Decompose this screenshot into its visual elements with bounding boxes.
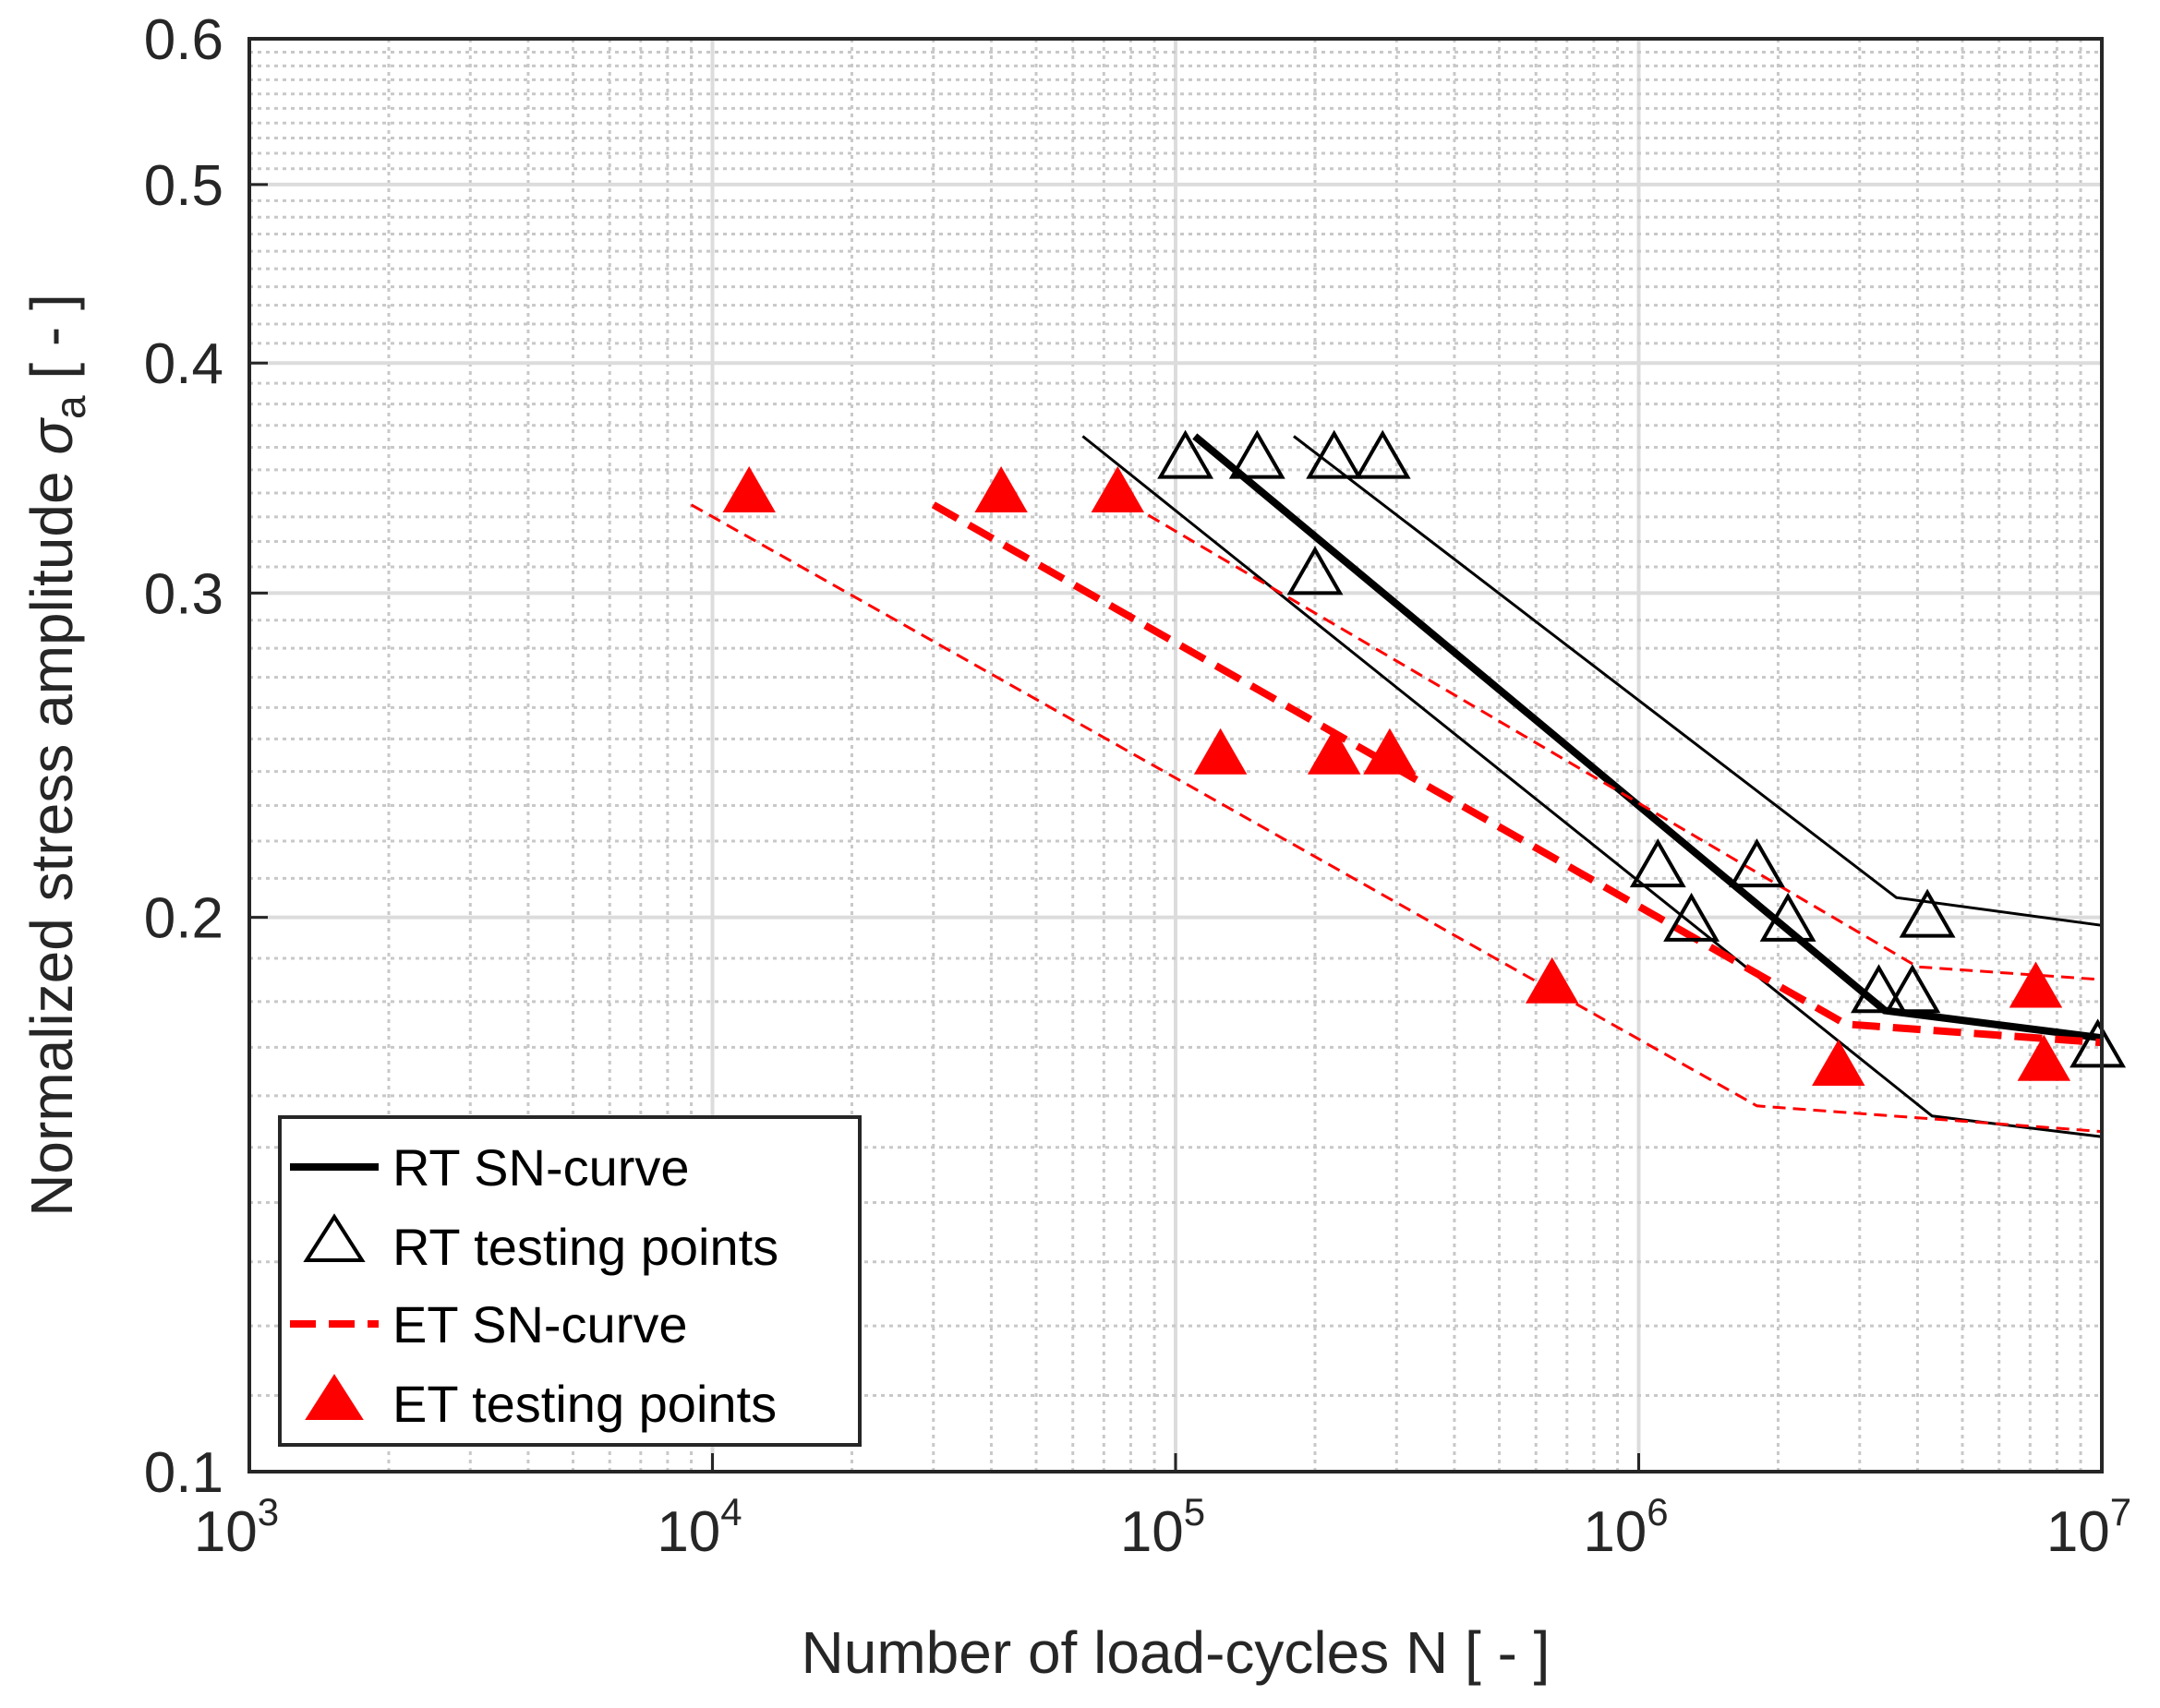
legend-rt-points-symbol xyxy=(303,1213,366,1262)
legend-box xyxy=(278,1115,862,1447)
rt-sn-curve-lower-band-line xyxy=(1081,435,2103,1138)
legend: RT SN-curve RT testing points ET SN-curv… xyxy=(278,1115,862,1447)
rt-testing-points-marker xyxy=(1354,429,1411,479)
legend-et-points-label: ET testing points xyxy=(392,1375,777,1433)
et-testing-points-marker xyxy=(1193,728,1248,775)
x-tick-labels: 103 104 105 106 107 xyxy=(194,1453,2131,1564)
y-axis-label: Normalized stress amplitude σa [ - ] xyxy=(18,294,94,1217)
rt-testing-points-marker xyxy=(1729,838,1785,888)
legend-et-points-symbol xyxy=(305,1374,364,1420)
rt-testing-points-marker xyxy=(2069,1018,2127,1068)
et-sn-curve-lower-band-line xyxy=(690,503,2103,1134)
rt-testing-points-marker xyxy=(1306,429,1363,479)
et-testing-points-marker xyxy=(2017,1034,2071,1081)
et-testing-points-marker xyxy=(974,465,1028,512)
x-tick-label: 103 xyxy=(194,1490,279,1564)
et-sn-curve-line xyxy=(931,501,2103,1047)
x-tick-label: 106 xyxy=(1583,1490,1668,1564)
et-testing-points-marker xyxy=(1307,728,1361,775)
rt-testing-points-marker xyxy=(1899,888,1956,938)
rt-testing-points-marker xyxy=(1286,546,1344,595)
y-tick-label: 0.4 xyxy=(144,332,223,396)
y-tick-label: 0.1 xyxy=(144,1441,223,1505)
x-axis-label: Number of load-cycles N [ - ] xyxy=(802,1619,1551,1686)
x-tick-label: 104 xyxy=(657,1490,742,1564)
et-testing-points-marker xyxy=(1091,465,1145,512)
rt-sn-curve-upper-band-line xyxy=(1293,435,2103,927)
rt-testing-points-marker xyxy=(1157,429,1214,479)
rt-testing-points-marker xyxy=(1228,429,1285,479)
legend-rt-curve-label: RT SN-curve xyxy=(392,1138,690,1197)
x-tick-label: 105 xyxy=(1120,1490,1205,1564)
legend-et-curve-label: ET SN-curve xyxy=(392,1295,687,1353)
rt-testing-points-marker xyxy=(1663,892,1720,942)
y-tick-label: 0.6 xyxy=(144,8,223,72)
et-testing-points-marker xyxy=(1363,728,1417,775)
et-testing-points-marker xyxy=(1812,1039,1865,1086)
x-tick-label: 107 xyxy=(2046,1490,2131,1564)
legend-rt-points-label: RT testing points xyxy=(392,1218,778,1276)
grid xyxy=(247,37,2102,1473)
et-testing-points-marker xyxy=(2009,961,2063,1008)
y-tick-label: 0.2 xyxy=(144,887,223,951)
et-testing-points-marker xyxy=(1525,956,1579,1004)
y-tick-label: 0.5 xyxy=(144,154,223,218)
rt-testing-points-marker xyxy=(1629,838,1686,888)
et-testing-points-marker xyxy=(722,465,776,512)
rt-testing-points-marker xyxy=(1851,964,1907,1014)
y-tick-labels: 0.1 0.2 0.3 0.4 0.5 0.6 xyxy=(144,8,268,1505)
y-tick-label: 0.3 xyxy=(144,562,223,626)
rt-testing-points-marker xyxy=(1759,892,1816,942)
rt-testing-points-marker xyxy=(1884,964,1941,1014)
series-group xyxy=(690,429,2127,1138)
